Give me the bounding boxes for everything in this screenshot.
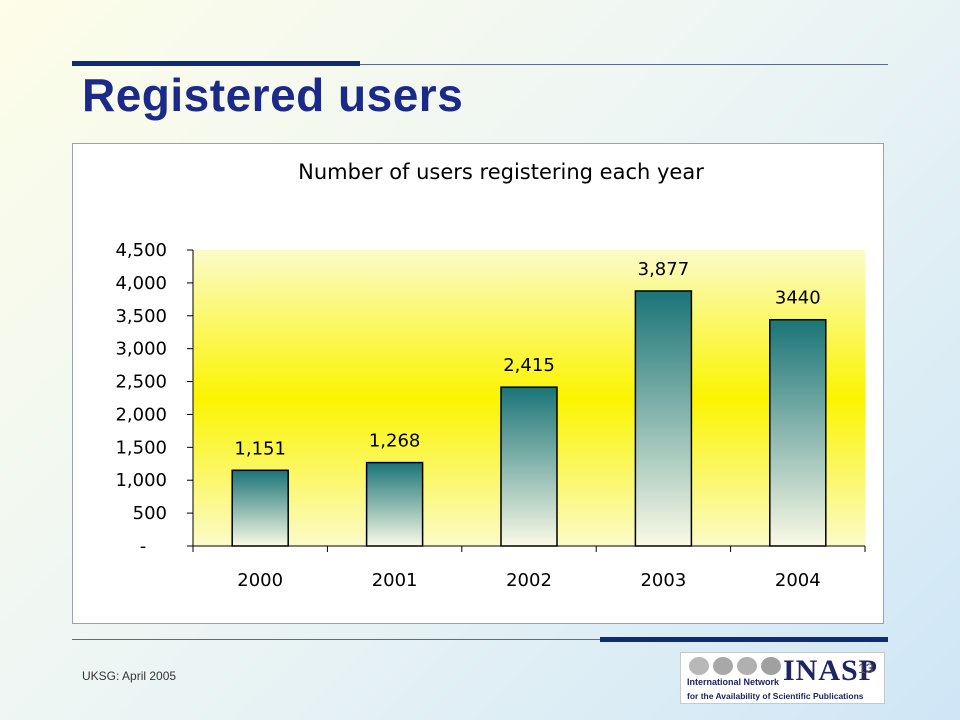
footer-text: UKSG: April 2005 (82, 669, 177, 683)
y-tick-label: 3,500 (115, 306, 167, 327)
y-tick-label: 4,500 (115, 240, 167, 261)
data-label-2002: 2,415 (503, 355, 555, 376)
y-tick-label: 4,000 (115, 273, 167, 294)
bottom-thin-rule (72, 639, 600, 640)
data-label-2003: 3,877 (638, 259, 690, 280)
bar-2004 (769, 318, 827, 547)
data-label-2001: 1,268 (369, 431, 421, 452)
logo-line-1: International Network (687, 677, 780, 687)
page-number: 13 (858, 660, 874, 676)
x-tick-label-2002: 2002 (506, 570, 552, 591)
x-tick-label-2000: 2000 (237, 570, 283, 591)
y-tick-label: 2,000 (115, 404, 167, 425)
bar-2003 (634, 290, 693, 547)
globe-icon (689, 657, 781, 675)
x-tick-label-2003: 2003 (640, 570, 686, 591)
bar-2001 (365, 461, 424, 547)
inasp-logo: INASP International Network for the Avai… (680, 652, 885, 704)
data-label-2004: 3440 (775, 288, 821, 309)
y-tick-label: 3,000 (115, 339, 167, 360)
bar-2000 (231, 469, 289, 547)
x-tick-label-2001: 2001 (372, 570, 418, 591)
logo-wordmark: INASP (782, 654, 878, 687)
y-tick-label: 500 (133, 503, 167, 524)
logo-line-2: for the Availability of Scientific Publi… (687, 691, 864, 701)
y-tick-label: 2,500 (115, 372, 167, 393)
slide-title: Registered users (82, 69, 464, 121)
bottom-thick-rule (600, 637, 888, 642)
y-tick-label: 1,500 (115, 437, 167, 458)
bar-2002 (500, 386, 558, 547)
chart-title: Number of users registering each year (298, 160, 704, 184)
x-tick-label-2004: 2004 (775, 570, 821, 591)
top-thick-rule (72, 61, 360, 66)
chart-container: Number of users registering each year 1,… (72, 143, 884, 624)
y-tick-label: 1,000 (115, 470, 167, 491)
bar-chart: Number of users registering each year 1,… (115, 160, 866, 591)
y-tick-label: - (140, 536, 147, 557)
data-label-2000: 1,151 (234, 438, 286, 459)
top-thin-rule (360, 64, 888, 65)
